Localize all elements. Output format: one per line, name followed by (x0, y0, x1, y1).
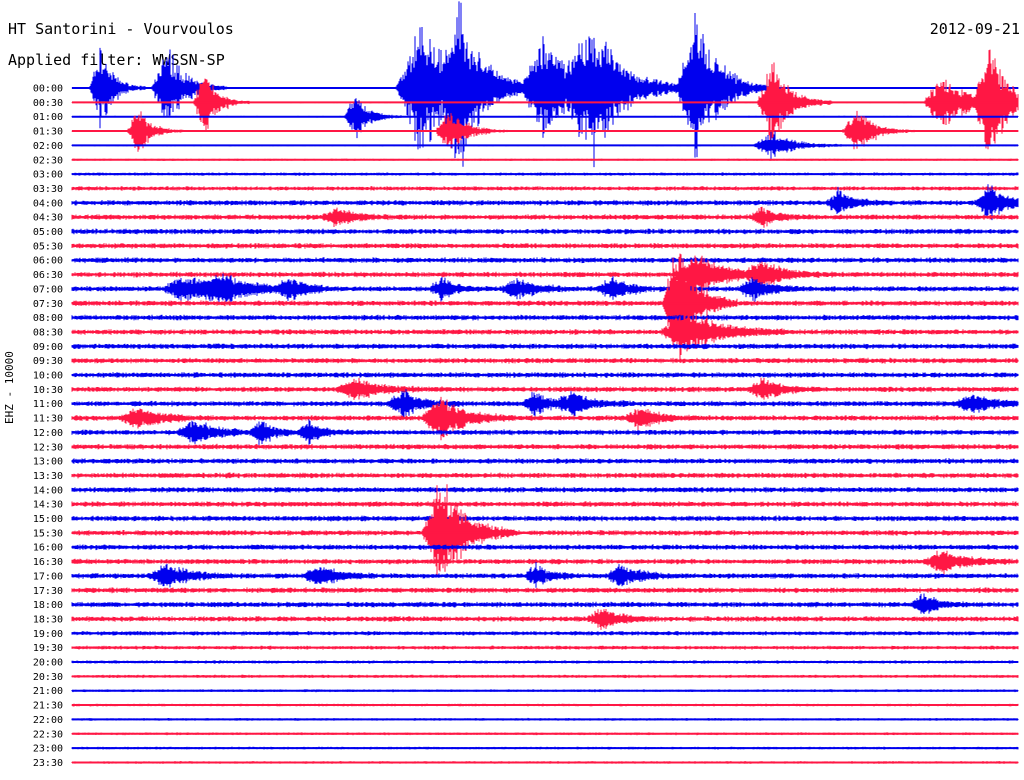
row-label: 15:00 (33, 514, 63, 525)
row-label: 04:00 (33, 198, 63, 209)
row-label: 02:30 (33, 155, 63, 166)
trace-row (71, 1, 1019, 168)
row-label: 01:00 (33, 112, 63, 123)
row-label: 14:30 (33, 500, 63, 511)
row-label: 14:00 (33, 485, 63, 496)
row-label: 21:00 (33, 686, 63, 697)
row-label: 18:30 (33, 614, 63, 625)
row-label: 00:00 (33, 84, 63, 95)
row-label: 09:30 (33, 356, 63, 367)
row-label: 11:30 (33, 414, 63, 425)
row-label: 01:30 (33, 127, 63, 138)
row-label: 09:00 (33, 342, 63, 353)
date-label: 2012-09-21 (929, 20, 1020, 38)
row-label: 10:00 (33, 371, 63, 382)
row-label: 15:30 (33, 528, 63, 539)
row-label: 07:30 (33, 299, 63, 310)
row-label: 05:00 (33, 227, 63, 238)
filter-label: Applied filter: WWSSN-SP (8, 51, 225, 69)
row-label: 18:00 (33, 600, 63, 611)
row-label: 13:30 (33, 471, 63, 482)
row-label: 08:30 (33, 327, 63, 338)
row-label: 16:30 (33, 557, 63, 568)
row-label: 23:30 (33, 758, 63, 769)
row-label: 20:30 (33, 672, 63, 683)
row-label: 06:30 (33, 270, 63, 281)
row-label: 19:30 (33, 643, 63, 654)
trace-row (71, 253, 1019, 359)
row-label: 16:00 (33, 543, 63, 554)
row-label: 10:30 (33, 385, 63, 396)
row-label: 17:30 (33, 586, 63, 597)
row-label: 04:30 (33, 213, 63, 224)
row-label: 07:00 (33, 284, 63, 295)
row-label: 12:00 (33, 428, 63, 439)
row-label: 22:00 (33, 715, 63, 726)
row-label: 02:00 (33, 141, 63, 152)
row-label: 03:00 (33, 170, 63, 181)
row-label: 17:00 (33, 571, 63, 582)
row-label: 03:30 (33, 184, 63, 195)
row-label: 23:00 (33, 744, 63, 755)
row-label: 08:00 (33, 313, 63, 324)
row-label: 22:30 (33, 729, 63, 740)
station-title: HT Santorini - Vourvoulos (8, 20, 234, 38)
row-label: 21:30 (33, 701, 63, 712)
row-label: 20:00 (33, 658, 63, 669)
row-label: 12:30 (33, 442, 63, 453)
row-label: 05:30 (33, 241, 63, 252)
row-label: 19:00 (33, 629, 63, 640)
row-label: 06:00 (33, 256, 63, 267)
trace-row (71, 562, 1019, 588)
row-label: 13:00 (33, 457, 63, 468)
row-label: 00:30 (33, 98, 63, 109)
row-label: 11:00 (33, 399, 63, 410)
